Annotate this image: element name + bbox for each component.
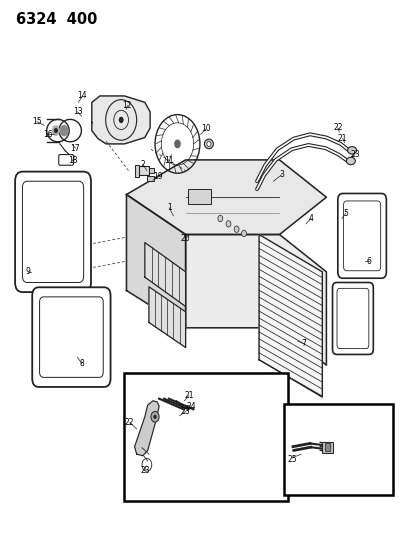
- FancyBboxPatch shape: [59, 155, 73, 165]
- Text: 21: 21: [338, 134, 348, 143]
- Circle shape: [151, 411, 159, 422]
- Bar: [135, 165, 139, 177]
- Bar: [325, 443, 330, 451]
- FancyBboxPatch shape: [40, 297, 103, 377]
- FancyBboxPatch shape: [15, 172, 91, 292]
- Text: 8: 8: [79, 359, 84, 368]
- FancyBboxPatch shape: [333, 282, 373, 354]
- FancyBboxPatch shape: [32, 287, 111, 387]
- Bar: [149, 168, 154, 173]
- Bar: [124, 373, 288, 501]
- Text: 16: 16: [43, 130, 53, 139]
- Text: 22: 22: [125, 418, 135, 426]
- Text: 6324  400: 6324 400: [16, 12, 98, 27]
- Ellipse shape: [52, 126, 60, 135]
- Text: 24: 24: [186, 402, 196, 410]
- Ellipse shape: [348, 147, 357, 154]
- Circle shape: [242, 230, 246, 237]
- Ellipse shape: [207, 141, 211, 147]
- Text: 18: 18: [68, 157, 78, 165]
- Polygon shape: [126, 160, 326, 235]
- Bar: [284, 404, 393, 495]
- Ellipse shape: [204, 139, 213, 149]
- Polygon shape: [259, 235, 322, 397]
- Text: 7: 7: [302, 340, 306, 348]
- Text: 2: 2: [140, 160, 145, 168]
- Text: 17: 17: [71, 144, 80, 152]
- Ellipse shape: [346, 157, 355, 165]
- Text: 22: 22: [333, 124, 343, 132]
- Circle shape: [119, 117, 124, 123]
- Text: 10: 10: [201, 125, 211, 133]
- Circle shape: [218, 215, 223, 222]
- Text: 23: 23: [140, 466, 150, 474]
- Text: 11: 11: [164, 157, 174, 165]
- Polygon shape: [145, 243, 186, 306]
- Polygon shape: [186, 235, 326, 365]
- Circle shape: [153, 415, 157, 419]
- Polygon shape: [135, 401, 159, 456]
- FancyBboxPatch shape: [22, 181, 84, 282]
- Ellipse shape: [54, 128, 58, 133]
- Text: 6: 6: [367, 257, 372, 265]
- Circle shape: [234, 226, 239, 232]
- Circle shape: [226, 221, 231, 227]
- Text: 4: 4: [308, 214, 313, 223]
- FancyBboxPatch shape: [338, 193, 386, 278]
- Bar: [139, 166, 149, 175]
- Text: 15: 15: [32, 117, 42, 126]
- Bar: [322, 442, 333, 453]
- Text: 5: 5: [344, 209, 348, 217]
- Text: 20: 20: [181, 235, 191, 243]
- Text: 19: 19: [153, 173, 163, 181]
- Bar: [147, 176, 154, 181]
- Text: 23: 23: [350, 150, 360, 159]
- Polygon shape: [149, 287, 186, 348]
- Text: 25: 25: [287, 455, 297, 464]
- Text: 21: 21: [184, 391, 194, 400]
- Polygon shape: [126, 195, 186, 328]
- Text: 9: 9: [25, 268, 30, 276]
- Text: 23: 23: [181, 407, 191, 416]
- Circle shape: [174, 140, 181, 148]
- Text: 13: 13: [73, 108, 82, 116]
- FancyBboxPatch shape: [344, 201, 381, 271]
- Text: 3: 3: [279, 171, 284, 179]
- Polygon shape: [92, 96, 150, 144]
- Ellipse shape: [60, 125, 68, 136]
- Text: 1: 1: [167, 204, 172, 212]
- Text: 14: 14: [78, 92, 87, 100]
- Bar: [188, 189, 211, 204]
- Text: 12: 12: [122, 101, 132, 110]
- FancyBboxPatch shape: [337, 288, 369, 349]
